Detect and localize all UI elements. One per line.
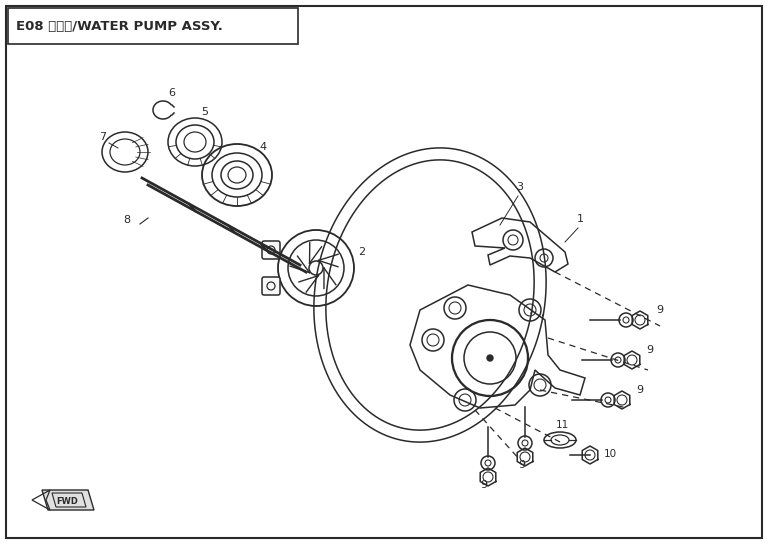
Text: 1: 1 — [577, 214, 584, 224]
Text: FWD: FWD — [56, 497, 78, 505]
Text: 10: 10 — [604, 449, 617, 459]
Text: 2: 2 — [359, 247, 366, 257]
Text: E08 水泵组/WATER PUMP ASSY.: E08 水泵组/WATER PUMP ASSY. — [16, 20, 223, 33]
FancyBboxPatch shape — [8, 8, 298, 44]
FancyBboxPatch shape — [262, 277, 280, 295]
FancyBboxPatch shape — [6, 6, 762, 538]
Text: 9: 9 — [646, 345, 653, 355]
Text: 8: 8 — [124, 215, 131, 225]
Text: 4: 4 — [260, 142, 266, 152]
Text: 6: 6 — [168, 88, 176, 98]
Text: 9: 9 — [636, 385, 643, 395]
Text: 9: 9 — [480, 480, 487, 490]
Circle shape — [487, 355, 493, 361]
Text: 7: 7 — [99, 132, 107, 142]
Text: 11: 11 — [555, 420, 568, 430]
Text: 3: 3 — [517, 182, 524, 192]
FancyBboxPatch shape — [262, 241, 280, 259]
Text: 9: 9 — [518, 460, 525, 470]
Text: 5: 5 — [201, 107, 208, 117]
Polygon shape — [42, 490, 94, 510]
Text: 9: 9 — [656, 305, 663, 315]
